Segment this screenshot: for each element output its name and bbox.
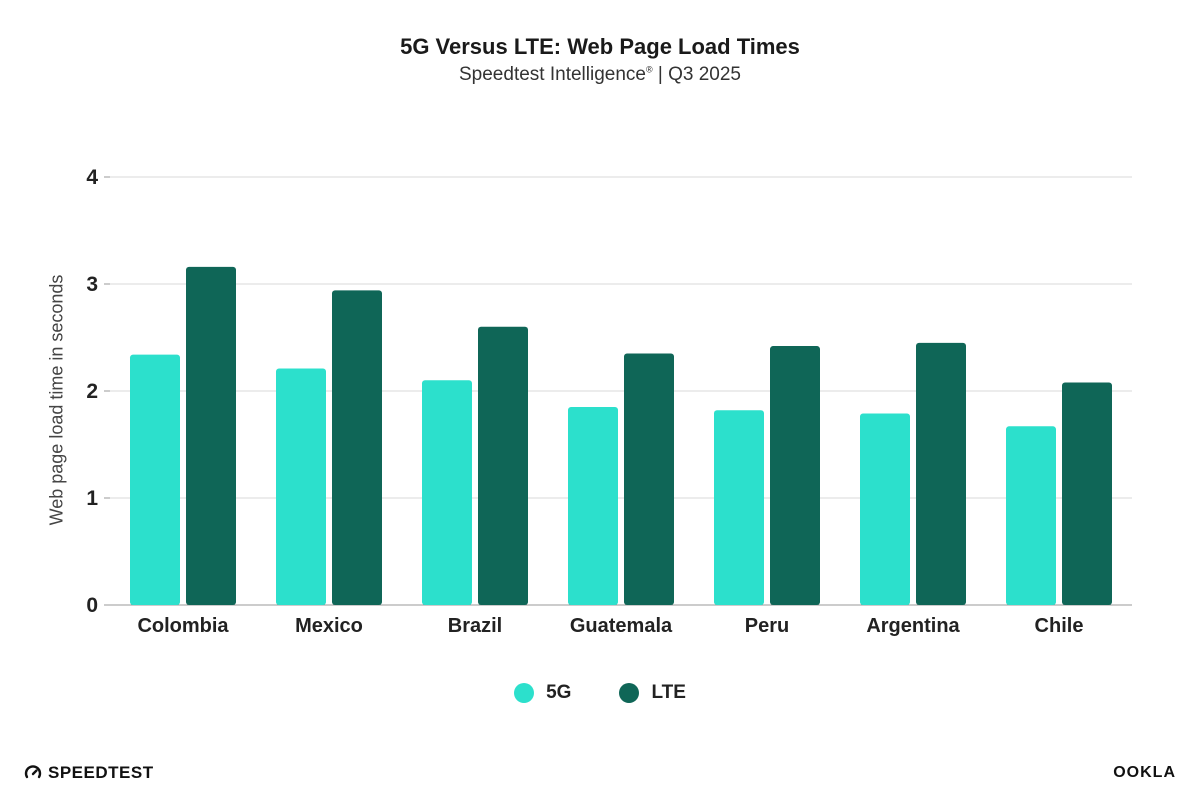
bar-5g-brazil [422,380,472,605]
legend-item-5g: 5G [514,682,571,704]
legend-swatch-5g [514,683,535,703]
speedtest-logo-text: SPEEDTEST [48,763,154,782]
bar-lte-chile [1062,382,1112,605]
y-tick-label: 3 [86,273,98,296]
x-tick-label: Peru [745,615,789,637]
bar-lte-guatemala [624,353,674,605]
legend-label-lte: LTE [651,682,686,703]
bar-lte-mexico [332,290,382,605]
y-axis-label: Web page load time in seconds [46,274,67,526]
subtitle-period: | Q3 2025 [652,64,741,85]
y-tick-label: 4 [86,166,98,189]
bar-lte-brazil [478,326,528,605]
y-tick-label: 1 [86,487,98,510]
bar-5g-argentina [860,413,910,605]
legend-item-lte: LTE [619,682,686,704]
x-tick-label: Guatemala [570,615,673,637]
bar-lte-colombia [186,266,236,605]
speedtest-logo: SPEEDTEST [24,763,154,783]
chart-title: 5G Versus LTE: Web Page Load Times [400,34,800,59]
ookla-logo: OOKLA [1113,764,1176,781]
bar-5g-colombia [130,354,180,605]
bar-5g-mexico [276,368,326,605]
x-tick-label: Argentina [866,615,960,637]
bar-5g-peru [714,410,764,605]
bar-5g-chile [1006,426,1056,605]
bar-lte-argentina [916,342,966,605]
legend-label-5g: 5G [546,682,572,703]
x-tick-label: Mexico [295,615,363,637]
speedometer-icon [24,765,42,779]
registered-mark: ® [645,64,653,75]
bar-chart: 0 1 2 3 4 Colombia Mexico Brazil Guatemala Peru Ar… [86,166,1132,637]
bar-lte-peru [770,346,820,605]
x-tick-label: Chile [1035,615,1084,637]
y-tick-label: 2 [86,380,98,403]
legend: 5G LTE [0,682,1200,704]
chart-subtitle: Speedtest Intelligence® | Q3 2025 [0,64,1200,86]
x-tick-label: Brazil [448,615,502,637]
legend-swatch-lte [619,683,640,703]
x-tick-label: Colombia [137,615,229,637]
subtitle-source: Speedtest Intelligence [459,64,646,85]
y-tick-label: 0 [86,594,98,617]
bar-5g-guatemala [568,407,618,605]
